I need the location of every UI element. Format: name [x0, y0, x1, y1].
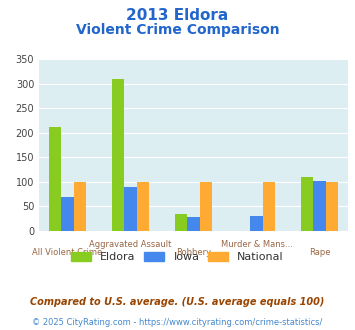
Bar: [111, 79, 124, 231]
Bar: [301, 177, 313, 231]
Bar: [61, 197, 74, 231]
Bar: [49, 127, 61, 231]
Text: Rape: Rape: [309, 248, 330, 257]
Text: © 2025 CityRating.com - https://www.cityrating.com/crime-statistics/: © 2025 CityRating.com - https://www.city…: [32, 318, 323, 327]
Bar: [326, 182, 338, 231]
Text: Robbery: Robbery: [176, 248, 211, 257]
Bar: [250, 216, 263, 231]
Text: All Violent Crime: All Violent Crime: [32, 248, 103, 257]
Text: 2013 Eldora: 2013 Eldora: [126, 8, 229, 23]
Bar: [175, 214, 187, 231]
Text: Murder & Mans...: Murder & Mans...: [220, 240, 293, 249]
Bar: [200, 182, 212, 231]
Bar: [313, 181, 326, 231]
Text: Violent Crime Comparison: Violent Crime Comparison: [76, 23, 279, 37]
Bar: [263, 182, 275, 231]
Bar: [187, 217, 200, 231]
Text: Compared to U.S. average. (U.S. average equals 100): Compared to U.S. average. (U.S. average …: [30, 297, 325, 307]
Bar: [74, 182, 86, 231]
Bar: [137, 182, 149, 231]
Text: Aggravated Assault: Aggravated Assault: [89, 240, 171, 249]
Legend: Eldora, Iowa, National: Eldora, Iowa, National: [67, 248, 288, 267]
Bar: [124, 187, 137, 231]
